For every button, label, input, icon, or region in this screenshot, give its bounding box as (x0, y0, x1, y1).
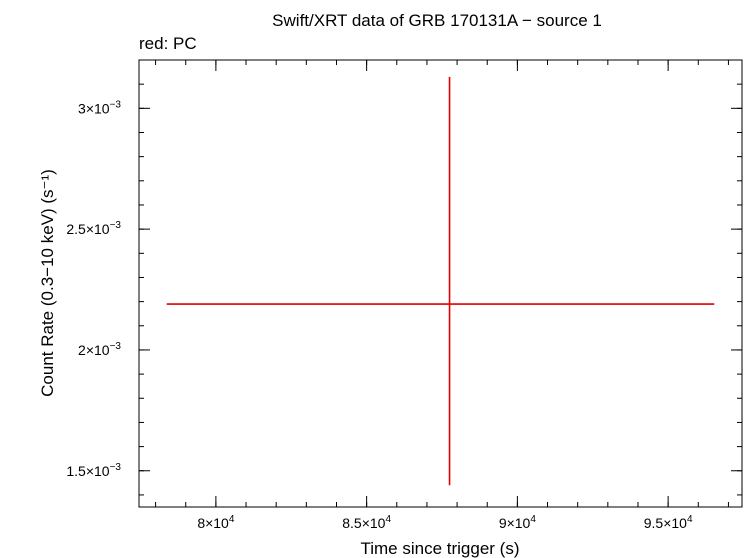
x-tick-label: 8.5×104 (342, 514, 391, 531)
y-axis-ticks: 1.5×10−3 2×10−3 2.5×10−3 3×10−3 (66, 59, 742, 496)
x-axis-label: Time since trigger (s) (360, 539, 519, 558)
chart-subtitle: red: PC (139, 34, 197, 53)
y-tick-label: 3×10−3 (78, 99, 121, 116)
y-tick-label: 1.5×10−3 (66, 462, 121, 479)
plot-frame (138, 59, 743, 508)
y-tick-label: 2×10−3 (78, 341, 121, 358)
x-tick-label: 9×104 (499, 514, 537, 531)
chart-title: Swift/XRT data of GRB 170131A − source 1 (272, 11, 602, 30)
data-series (166, 76, 715, 486)
y-axis-label: Count Rate (0.3−10 keV) (s⁻¹) (38, 169, 57, 397)
y-tick-label: 2.5×10−3 (66, 220, 121, 237)
x-tick-label: 8×104 (197, 514, 235, 531)
x-tick-label: 9.5×104 (644, 514, 693, 531)
x-axis-ticks: 8×104 8.5×104 9×104 9.5×104 (155, 60, 729, 531)
